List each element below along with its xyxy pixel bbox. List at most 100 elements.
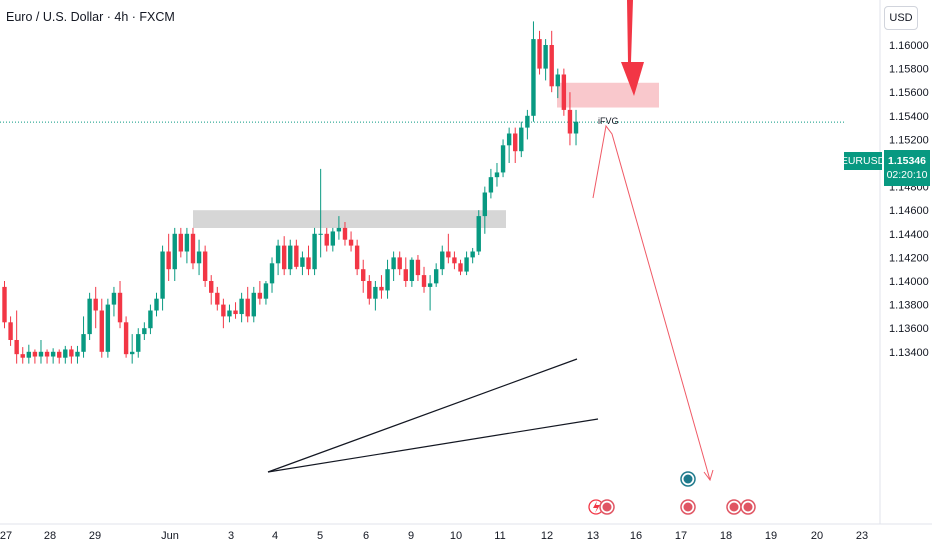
candle <box>415 255 421 281</box>
candle <box>567 92 573 146</box>
candle <box>531 21 536 122</box>
candle-body <box>561 74 567 110</box>
candle-body <box>336 227 342 232</box>
candle <box>446 233 451 264</box>
candle-body <box>494 172 500 178</box>
candle <box>184 227 190 264</box>
candle-body <box>44 351 50 357</box>
price-tick-label: 1.13400 <box>889 347 929 359</box>
candle <box>373 281 378 311</box>
candle <box>32 349 38 364</box>
candle-body <box>415 259 421 276</box>
candle <box>87 292 92 340</box>
eu-event-icon-core <box>683 474 693 484</box>
candle <box>348 231 354 252</box>
candle <box>26 344 32 364</box>
us-flag-event-icon <box>740 499 756 515</box>
candle-body <box>464 257 469 272</box>
candle <box>385 259 390 299</box>
candle <box>245 286 250 323</box>
candle <box>300 251 305 276</box>
last-price-label: 1.15346 02:20:10 <box>884 150 930 186</box>
candle-body <box>14 340 19 355</box>
candle <box>99 298 104 358</box>
candle-body <box>275 245 281 264</box>
candle-body <box>184 233 190 252</box>
candle <box>8 316 13 346</box>
candle <box>367 275 372 305</box>
candle-body <box>373 286 378 299</box>
price-tick-label: 1.13800 <box>889 300 929 312</box>
candle <box>288 239 293 276</box>
candle-body <box>245 298 250 317</box>
time-tick-label: 18 <box>720 530 732 542</box>
candle <box>397 251 402 276</box>
candle-body <box>300 257 305 267</box>
time-tick-label: Jun <box>161 530 179 542</box>
candle-body <box>306 257 311 270</box>
candle <box>44 349 50 364</box>
candle-body <box>148 310 153 329</box>
candle <box>464 251 469 276</box>
candle-body <box>555 74 560 87</box>
candle-body <box>32 351 38 357</box>
candle <box>2 281 7 329</box>
projection-arrowhead <box>703 469 714 482</box>
candle-body <box>543 45 548 69</box>
candle <box>433 263 439 287</box>
time-tick-label: 17 <box>675 530 687 542</box>
candle <box>306 245 311 276</box>
us-flag-event-icon-core <box>743 502 753 512</box>
candle <box>257 281 263 305</box>
price-tick-label: 1.13600 <box>889 323 929 335</box>
upper-trendline <box>267 358 578 473</box>
candle-body <box>63 349 68 358</box>
candle-body <box>136 334 141 352</box>
candle-body <box>81 334 86 352</box>
candle-body <box>379 286 384 291</box>
candle <box>209 275 214 305</box>
time-tick-label: 9 <box>408 530 414 542</box>
candle-body <box>99 310 104 352</box>
us-flag-event-icon-core <box>683 502 693 512</box>
candle-body <box>227 310 232 317</box>
candle <box>221 298 226 329</box>
candle-body <box>75 351 80 357</box>
candle <box>361 259 366 293</box>
candle-body <box>166 251 171 270</box>
candle-body <box>403 269 408 281</box>
candle-body <box>196 251 202 264</box>
candle-body <box>160 251 165 299</box>
price-tick-label: 1.14400 <box>889 229 929 241</box>
candle <box>427 275 433 311</box>
candle-body <box>288 245 293 270</box>
zones-layer <box>193 82 659 228</box>
candle-body <box>525 115 530 128</box>
candle-body <box>573 121 579 134</box>
candle <box>117 281 123 329</box>
candle <box>215 286 220 311</box>
time-tick-label: 5 <box>317 530 323 542</box>
time-tick-label: 16 <box>630 530 642 542</box>
candle <box>160 245 165 311</box>
candle-body <box>8 322 13 340</box>
candle <box>50 348 56 364</box>
candle <box>136 328 141 358</box>
price-tick-label: 1.15800 <box>889 64 929 76</box>
us-flag-event-icon <box>680 499 696 515</box>
candle <box>500 139 506 178</box>
currency-button[interactable]: USD <box>884 6 918 30</box>
candle <box>105 298 111 358</box>
price-tick-label: 1.15600 <box>889 87 929 99</box>
eu-event-icon <box>680 471 696 487</box>
candle-body <box>361 269 366 281</box>
candle-body <box>531 39 536 116</box>
candle <box>537 30 542 75</box>
candle-body <box>421 275 427 287</box>
price-tick-label: 1.15400 <box>889 111 929 123</box>
candle-body <box>215 292 220 305</box>
candle-body <box>263 283 269 299</box>
candle-body <box>506 133 512 146</box>
